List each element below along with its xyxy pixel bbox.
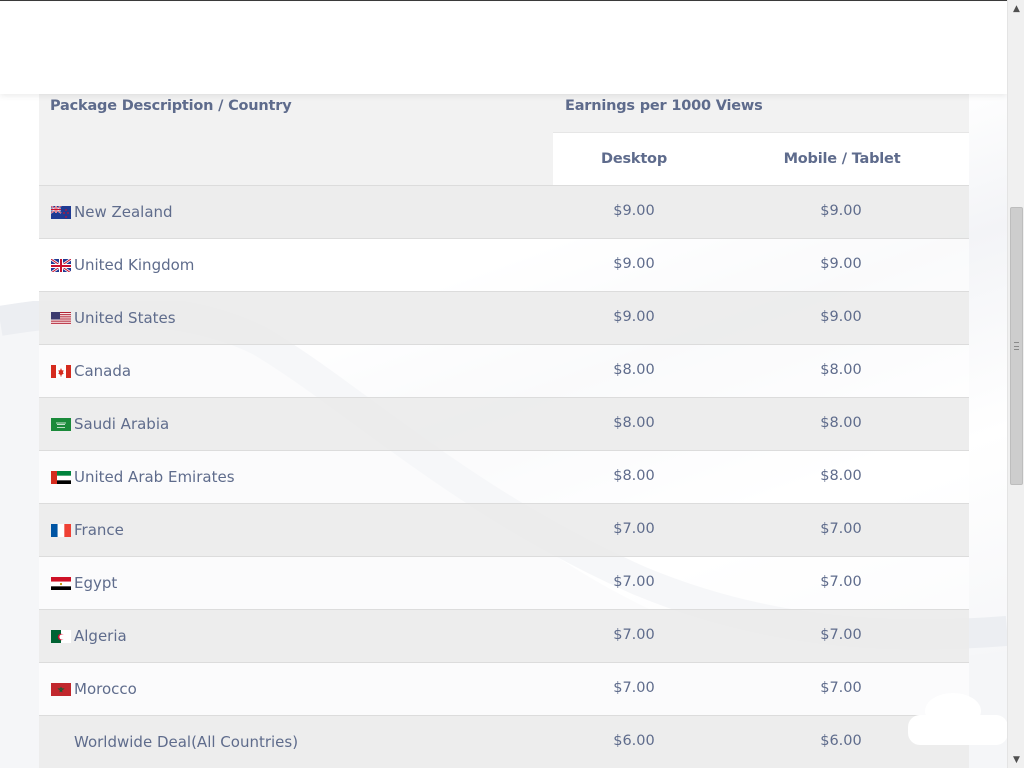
desktop-price: $7.00 bbox=[613, 521, 655, 537]
desktop-price: $7.00 bbox=[613, 680, 655, 696]
scrollbar-thumb[interactable] bbox=[1010, 207, 1023, 485]
header-mobile-label: Mobile / Tablet bbox=[715, 132, 969, 185]
country-name: New Zealand bbox=[74, 203, 173, 221]
earnings-table: Package Description / Country Earnings p… bbox=[39, 80, 969, 768]
table-row: United Kingdom $9.00 $9.00 bbox=[39, 238, 969, 291]
desktop-price: $7.00 bbox=[613, 574, 655, 590]
mobile-price: $7.00 bbox=[820, 680, 862, 696]
vertical-scrollbar[interactable]: ▲ ▼ bbox=[1007, 0, 1024, 768]
desktop-price: $9.00 bbox=[613, 203, 655, 219]
desktop-price: $6.00 bbox=[613, 733, 655, 749]
chat-widget-icon[interactable] bbox=[908, 685, 1007, 747]
desktop-price: $7.00 bbox=[613, 627, 655, 643]
table-row: Morocco $7.00 $7.00 bbox=[39, 662, 969, 715]
table-row: Worldwide Deal(All Countries) $6.00 $6.0… bbox=[39, 715, 969, 768]
table-row: Egypt $7.00 $7.00 bbox=[39, 556, 969, 609]
mobile-price: $8.00 bbox=[820, 468, 862, 484]
mobile-price: $7.00 bbox=[820, 574, 862, 590]
mobile-price: $7.00 bbox=[820, 521, 862, 537]
table-row: Algeria $7.00 $7.00 bbox=[39, 609, 969, 662]
table-subheader-row: Desktop Mobile / Tablet bbox=[39, 132, 969, 185]
table-row: New Zealand $9.00 $9.00 bbox=[39, 185, 969, 238]
scroll-up-arrow-icon[interactable]: ▲ bbox=[1008, 0, 1024, 17]
table-row: Canada $8.00 $8.00 bbox=[39, 344, 969, 397]
country-name: Morocco bbox=[74, 680, 137, 698]
country-name: United States bbox=[74, 309, 176, 327]
scroll-down-arrow-icon[interactable]: ▼ bbox=[1008, 751, 1024, 768]
france-flag-icon bbox=[51, 523, 71, 537]
united-states-flag-icon bbox=[51, 311, 71, 325]
country-name: France bbox=[74, 521, 124, 539]
country-name: United Kingdom bbox=[74, 256, 195, 274]
country-name: Saudi Arabia bbox=[74, 415, 170, 433]
scrollbar-grip-icon bbox=[1014, 342, 1019, 350]
mobile-price: $7.00 bbox=[820, 627, 862, 643]
uae-flag-icon bbox=[51, 470, 71, 484]
desktop-price: $8.00 bbox=[613, 468, 655, 484]
table-header-row: Package Description / Country Earnings p… bbox=[39, 80, 969, 185]
header-desktop-label: Desktop bbox=[553, 132, 715, 185]
desktop-price: $8.00 bbox=[613, 362, 655, 378]
country-name: United Arab Emirates bbox=[74, 468, 235, 486]
header-package-cell: Package Description / Country bbox=[39, 80, 553, 185]
header-package-label: Package Description / Country bbox=[50, 98, 292, 114]
header-earnings-label: Earnings per 1000 Views bbox=[565, 98, 763, 114]
mobile-price: $9.00 bbox=[820, 256, 862, 272]
site-header bbox=[0, 2, 1007, 94]
table-row: Saudi Arabia $8.00 $8.00 bbox=[39, 397, 969, 450]
desktop-price: $8.00 bbox=[613, 415, 655, 431]
egypt-flag-icon bbox=[51, 576, 71, 590]
country-name: Worldwide Deal(All Countries) bbox=[74, 733, 299, 751]
united-kingdom-flag-icon bbox=[51, 258, 71, 272]
algeria-flag-icon bbox=[51, 629, 71, 643]
morocco-flag-icon bbox=[51, 682, 71, 696]
new-zealand-flag-icon bbox=[51, 205, 71, 219]
mobile-price: $8.00 bbox=[820, 362, 862, 378]
mobile-price: $9.00 bbox=[820, 309, 862, 325]
country-name: Algeria bbox=[74, 627, 127, 645]
table-row: France $7.00 $7.00 bbox=[39, 503, 969, 556]
desktop-price: $9.00 bbox=[613, 256, 655, 272]
desktop-price: $9.00 bbox=[613, 309, 655, 325]
country-name: Canada bbox=[74, 362, 132, 380]
mobile-price: $8.00 bbox=[820, 415, 862, 431]
table-row: United States $9.00 $9.00 bbox=[39, 291, 969, 344]
table-row: United Arab Emirates $8.00 $8.00 bbox=[39, 450, 969, 503]
canada-flag-icon bbox=[51, 364, 71, 378]
saudi-arabia-flag-icon bbox=[51, 417, 71, 431]
mobile-price: $9.00 bbox=[820, 203, 862, 219]
country-name: Egypt bbox=[74, 574, 118, 592]
mobile-price: $6.00 bbox=[820, 733, 862, 749]
